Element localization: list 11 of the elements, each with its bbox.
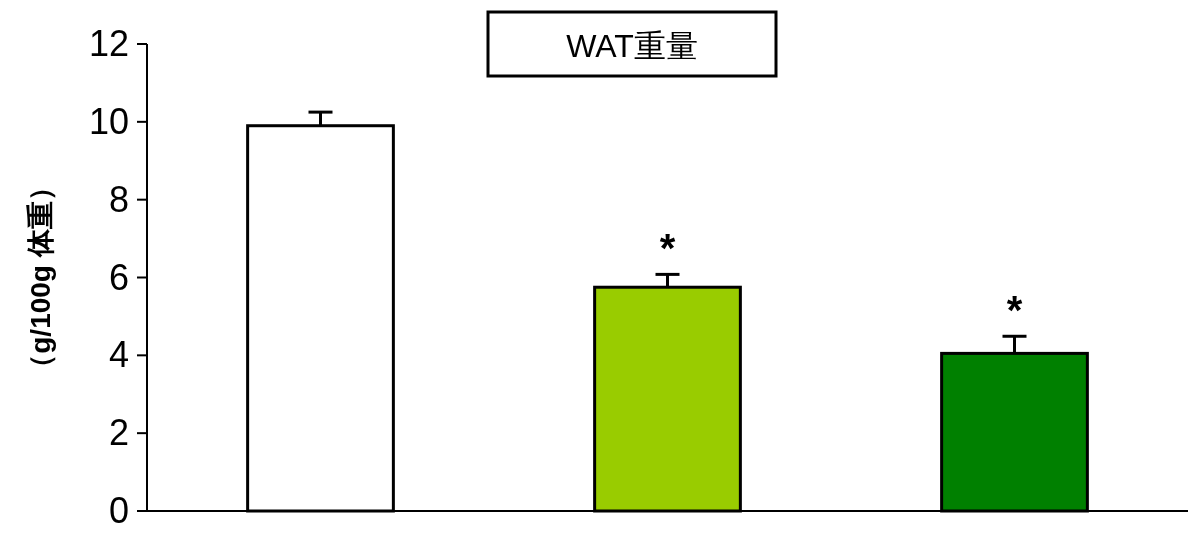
y-tick-label: 2 bbox=[108, 412, 129, 454]
y-tick-label: 6 bbox=[108, 256, 129, 298]
data-label: * bbox=[659, 226, 676, 271]
chart-title: WAT重量 bbox=[566, 28, 698, 64]
y-axis-title: （g/100g 体重） bbox=[25, 173, 56, 382]
y-tick-label: 10 bbox=[88, 100, 129, 142]
y-tick-label: 4 bbox=[108, 334, 129, 376]
y-tick-label: 8 bbox=[108, 178, 129, 220]
y-tick-label: 12 bbox=[88, 23, 129, 64]
data-label: * bbox=[1006, 288, 1023, 333]
y-tick-label: 0 bbox=[108, 490, 129, 531]
